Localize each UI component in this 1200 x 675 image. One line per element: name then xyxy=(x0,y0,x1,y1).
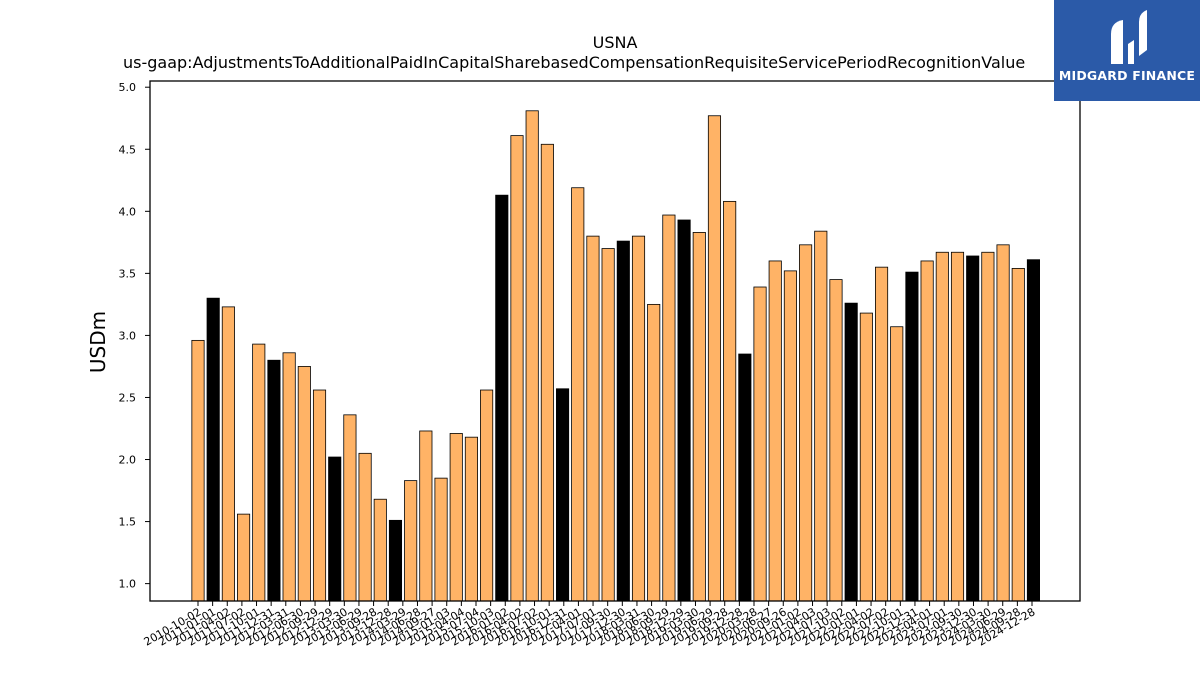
y-tick-label-8: 4.5 xyxy=(119,143,137,156)
bar-16 xyxy=(419,430,433,602)
y-tick-label-1: 1.0 xyxy=(119,578,137,591)
bar-51 xyxy=(950,251,965,602)
y-axis-ticks: 1.0 1.5 2.0 2.5 3.0 3.5 4.0 4.5 5.0 xyxy=(119,81,150,591)
bar-22 xyxy=(510,135,524,602)
y-tick-label-2: 1.5 xyxy=(119,516,137,529)
bar-30 xyxy=(631,235,646,602)
midgard-finance-logo: MIDGARD FINANCE xyxy=(1054,0,1200,101)
bar-18 xyxy=(449,433,463,602)
bar-7 xyxy=(282,352,296,602)
bar-38 xyxy=(753,286,767,602)
bar-10 xyxy=(328,456,342,602)
bar-48 xyxy=(905,271,919,602)
bar-23 xyxy=(525,110,539,602)
bar-27 xyxy=(586,235,600,602)
bar-49 xyxy=(920,260,934,602)
bar-55 xyxy=(1011,267,1025,602)
bar-44 xyxy=(844,302,858,602)
bar-42 xyxy=(814,230,828,602)
bar-19 xyxy=(464,436,478,602)
y-tick-label-4: 2.5 xyxy=(119,391,137,404)
bar-6 xyxy=(267,359,281,602)
bar-13 xyxy=(373,498,387,602)
bar-45 xyxy=(859,312,873,602)
bar-28 xyxy=(601,248,615,602)
bar-50 xyxy=(935,251,949,602)
bar-32 xyxy=(662,214,676,602)
chart-title: USNA xyxy=(593,33,638,52)
bar-8 xyxy=(297,366,311,602)
bar-31 xyxy=(647,303,661,602)
bar-43 xyxy=(829,279,843,602)
bar-9 xyxy=(312,389,327,602)
logo-text: MIDGARD FINANCE xyxy=(1058,68,1196,83)
bar-17 xyxy=(434,477,448,602)
bar-46 xyxy=(875,266,889,602)
plot-frame xyxy=(149,80,1081,602)
y-tick-label-3: 2.0 xyxy=(119,454,137,467)
bar-3 xyxy=(221,306,235,602)
y-tick-label-7: 4.0 xyxy=(119,205,137,218)
bars-group xyxy=(191,110,1041,602)
bar-12 xyxy=(358,452,372,602)
bar-35 xyxy=(707,115,722,602)
bar-2 xyxy=(206,297,220,602)
bar-5 xyxy=(252,343,266,602)
bar-56 xyxy=(1026,259,1041,602)
bar-52 xyxy=(966,255,980,602)
bar-1 xyxy=(191,339,205,602)
y-tick-label-9: 5.0 xyxy=(119,81,137,94)
bar-36 xyxy=(723,200,737,602)
bar-37 xyxy=(738,353,752,602)
logo-mark-icon xyxy=(1111,10,1147,64)
bar-11 xyxy=(343,414,357,602)
bar-26 xyxy=(571,187,585,602)
bar-47 xyxy=(890,326,904,602)
bar-21 xyxy=(495,194,509,602)
bar-20 xyxy=(480,389,494,602)
bar-34 xyxy=(692,232,706,602)
bar-40 xyxy=(783,270,797,602)
chart-subtitle: us-gaap:AdjustmentsToAdditionalPaidInCap… xyxy=(123,53,1025,72)
bar-54 xyxy=(996,244,1010,602)
bar-39 xyxy=(768,260,782,602)
bar-15 xyxy=(404,480,418,602)
bar-53 xyxy=(981,251,995,602)
bar-29 xyxy=(616,240,630,602)
x-axis-ticks: 2010-10-022011-01-012011-04-022011-07-02… xyxy=(142,601,1038,649)
y-tick-label-5: 3.0 xyxy=(119,329,137,342)
bar-25 xyxy=(556,388,570,602)
bar-41 xyxy=(799,244,813,602)
bar-24 xyxy=(540,143,554,602)
bar-33 xyxy=(677,219,691,602)
bar-14 xyxy=(388,519,403,602)
bar-4 xyxy=(237,513,251,602)
y-tick-label-6: 3.5 xyxy=(119,267,137,280)
y-axis-label: USDm xyxy=(86,311,110,373)
